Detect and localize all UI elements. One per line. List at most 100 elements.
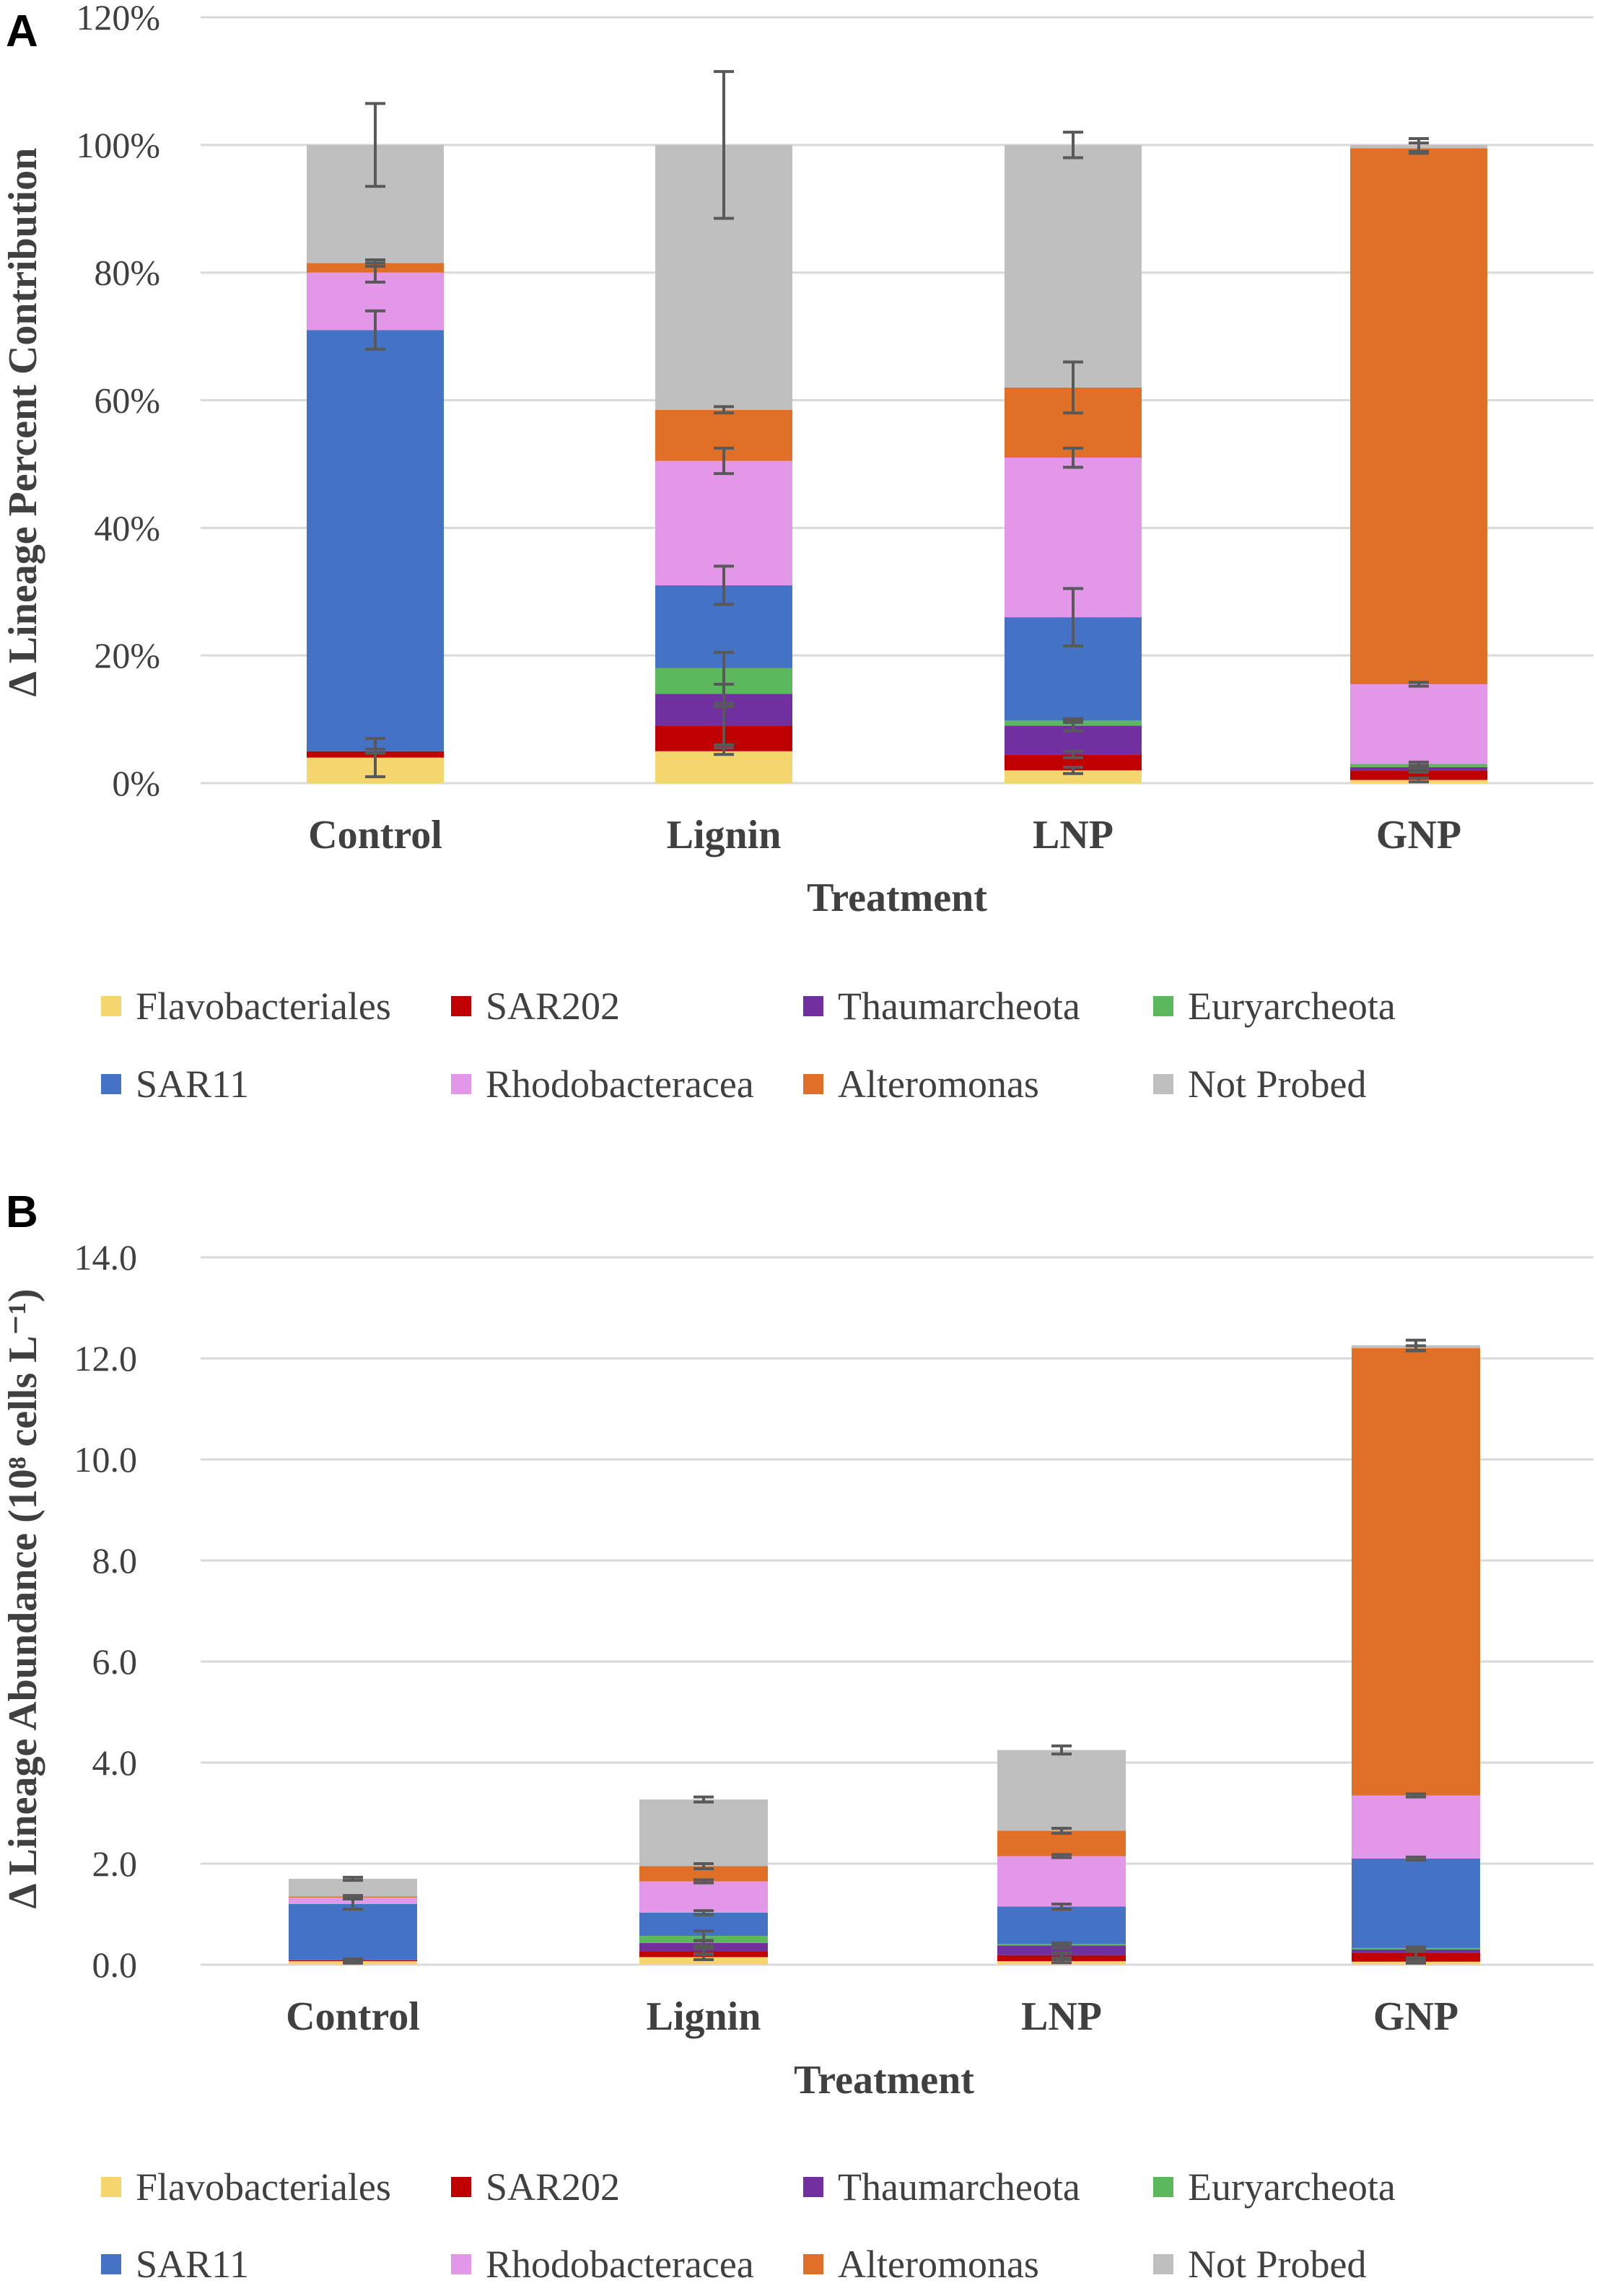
panel-a-bar-gnp-sar202 bbox=[1350, 770, 1487, 780]
panel-b-bar-gnp-rhodobacteracea bbox=[1352, 1795, 1480, 1859]
panel-a-error-bar-control-sar202 bbox=[365, 748, 385, 755]
panel-a-error-bar-lnp-flavobacteriales bbox=[1063, 765, 1083, 775]
panel-a-letter: A bbox=[6, 6, 38, 56]
panel-a-y-tick-label: 80% bbox=[94, 253, 160, 293]
panel-b-error-bar-lignin-not-probed bbox=[694, 1795, 714, 1804]
panel-b-legend-swatch-not-probed bbox=[1153, 2254, 1173, 2274]
panel-b-category-labels: Control Lignin LNP GNP bbox=[286, 1994, 1458, 2039]
panel-b-y-tick-label: 6.0 bbox=[92, 1641, 138, 1682]
panel-b-legend-swatch-sar202 bbox=[451, 2177, 471, 2197]
panel-b-error-bar-lnp-alteromonas bbox=[1051, 1827, 1072, 1835]
panel-a-x-axis-title: Treatment bbox=[807, 876, 987, 920]
panel-b-bar-lnp-not-probed bbox=[997, 1750, 1126, 1831]
panel-b-y-tick-label: 14.0 bbox=[74, 1237, 138, 1278]
panel-b-bar-lnp-sar11 bbox=[997, 1906, 1126, 1944]
panel-b-error-bar-gnp-sar11 bbox=[1406, 1855, 1426, 1862]
panel-b-bar-gnp-alteromonas bbox=[1352, 1348, 1480, 1796]
panel-a-legend-swatch-alteromonas bbox=[803, 1074, 823, 1094]
panel-b-legend-label: Euryarcheota bbox=[1188, 2165, 1396, 2209]
panel-b-error-bar-lnp-not-probed bbox=[1051, 1744, 1072, 1756]
panel-a-error-bar-control-sar11 bbox=[365, 309, 385, 351]
panel-a-error-bar-control-alteromonas bbox=[365, 258, 385, 268]
panel-b-legend-item: Alteromonas bbox=[803, 2243, 1039, 2286]
panel-b-error-bar-gnp-rhodobacteracea bbox=[1406, 1792, 1426, 1799]
panel-b-y-tick-label: 0.0 bbox=[92, 1944, 138, 1985]
panel-b-legend-swatch-flavobacteriales bbox=[101, 2177, 121, 2197]
panel-a-legend-swatch-sar202 bbox=[451, 996, 471, 1016]
panel-b-bar-lignin-rhodobacteracea bbox=[639, 1881, 768, 1913]
panel-b-bar-control-sar11 bbox=[289, 1904, 417, 1960]
panel-a-legend-item: Thaumarcheota bbox=[803, 985, 1080, 1028]
panel-b-error-bar-lignin-rhodobacteracea bbox=[694, 1878, 714, 1885]
panel-b-legend-swatch-sar11 bbox=[101, 2254, 121, 2274]
panel-b-legend-item: Rhodobacteracea bbox=[451, 2243, 754, 2286]
panel-b-y-axis-title: Δ Lineage Abundance (10⁸ cells L⁻¹) bbox=[1, 1289, 45, 1909]
panel-b-category-label: GNP bbox=[1373, 1994, 1458, 2039]
panel-b-legend-item: SAR202 bbox=[451, 2165, 620, 2209]
panel-a-legend-item: SAR202 bbox=[451, 985, 620, 1028]
panel-b-bar-gnp-sar11 bbox=[1352, 1859, 1480, 1948]
panel-a-legend-item: Flavobacteriales bbox=[101, 985, 391, 1028]
panel-a-category-label: GNP bbox=[1376, 813, 1461, 857]
panel-a-error-bar-lignin-sar202 bbox=[714, 704, 734, 746]
panel-b-legend-label: Thaumarcheota bbox=[838, 2165, 1080, 2209]
panel-b-legend-label: Alteromonas bbox=[838, 2243, 1039, 2286]
panel-b-y-tick-label: 4.0 bbox=[92, 1742, 138, 1783]
panel-b-error-bar-control-not-probed bbox=[343, 1875, 363, 1882]
panel-b-error-bar-lnp-rhodobacteracea bbox=[1051, 1853, 1072, 1859]
panel-b: B 0.0 2.0 4.0 6.0 8.0 10.0 12.0 14.0 Control Lig… bbox=[1, 1187, 1593, 2286]
panel-a-y-tick-label: 40% bbox=[94, 507, 160, 548]
panel-a-error-bar-lignin-euryarcheota bbox=[714, 650, 734, 686]
panel-b-error-bar-gnp-not-probed bbox=[1406, 1338, 1426, 1352]
panel-b-legend: Flavobacteriales SAR202 Thaumarcheota Eurya… bbox=[101, 2165, 1396, 2286]
panel-b-legend-item: Flavobacteriales bbox=[101, 2165, 391, 2209]
panel-a-error-bar-lignin-alteromonas bbox=[714, 405, 734, 415]
panel-b-error-bar-lnp-sar202 bbox=[1051, 1951, 1072, 1960]
panel-a-legend-swatch-flavobacteriales bbox=[101, 996, 121, 1016]
panel-a-bar-lignin-rhodobacteracea bbox=[655, 460, 792, 585]
panel-b-category-label: LNP bbox=[1021, 1994, 1102, 2039]
panel-b-error-bar-lignin-sar202 bbox=[694, 1947, 714, 1955]
panel-b-legend-swatch-rhodobacteracea bbox=[451, 2254, 471, 2274]
panel-b-bar-lnp-thaumarcheota bbox=[997, 1945, 1126, 1955]
panel-a-error-bar-lignin-flavobacteriales bbox=[714, 746, 734, 756]
panel-a-legend-label: Alteromonas bbox=[838, 1062, 1039, 1106]
panel-a-bar-lnp-not-probed bbox=[1005, 144, 1142, 388]
panel-a-legend-swatch-not-probed bbox=[1153, 1074, 1173, 1094]
panel-a-y-tick-label: 120% bbox=[76, 0, 160, 38]
panel-a: A 0% 20% 40% 60% 80% 100% 120% Control Lignin LN… bbox=[1, 0, 1593, 1106]
panel-a-error-bar-lignin-rhodobacteracea bbox=[714, 446, 734, 476]
panel-a-bar-lnp-sar202 bbox=[1005, 754, 1142, 771]
panel-b-error-bars bbox=[343, 1338, 1426, 1965]
panel-a-error-bars bbox=[365, 70, 1429, 784]
panel-b-legend-item: Thaumarcheota bbox=[803, 2165, 1080, 2209]
panel-a-y-tick-labels: 0% 20% 40% 60% 80% 100% 120% bbox=[76, 0, 160, 803]
panel-a-legend-label: Thaumarcheota bbox=[838, 985, 1080, 1028]
panel-a-legend: Flavobacteriales SAR202 Thaumarcheota Eurya… bbox=[101, 985, 1396, 1106]
panel-b-error-bar-lnp-sar11 bbox=[1051, 1903, 1072, 1911]
panel-a-legend-swatch-thaumarcheota bbox=[803, 996, 823, 1016]
panel-a-error-bar-lnp-euryarcheota bbox=[1063, 717, 1083, 725]
panel-a-legend-label: Euryarcheota bbox=[1188, 985, 1396, 1028]
panel-b-legend-item: Not Probed bbox=[1153, 2243, 1366, 2286]
panel-b-y-tick-label: 12.0 bbox=[74, 1338, 138, 1379]
panel-b-y-tick-labels: 0.0 2.0 4.0 6.0 8.0 10.0 12.0 14.0 bbox=[74, 1237, 138, 1985]
panel-a-category-label: LNP bbox=[1033, 813, 1113, 857]
panel-a-bars bbox=[307, 144, 1487, 783]
panel-b-letter: B bbox=[6, 1187, 38, 1237]
panel-a-y-tick-label: 100% bbox=[76, 125, 160, 165]
panel-b-error-bar-gnp-flavobacteriales bbox=[1406, 1958, 1426, 1965]
panel-a-error-bar-control-flavobacteriales bbox=[365, 737, 385, 779]
panel-a-bar-lignin-flavobacteriales bbox=[655, 751, 792, 783]
panel-b-legend-item: Euryarcheota bbox=[1153, 2165, 1396, 2209]
panel-b-error-bar-lignin-euryarcheota bbox=[694, 1929, 714, 1943]
panel-b-bars bbox=[289, 1345, 1480, 1965]
panel-a-error-bar-gnp-not-probed bbox=[1409, 136, 1429, 153]
panel-b-legend-label: Not Probed bbox=[1188, 2243, 1366, 2286]
panel-a-legend-swatch-euryarcheota bbox=[1153, 996, 1173, 1016]
panel-a-legend-item: Euryarcheota bbox=[1153, 985, 1396, 1028]
panel-a-legend-label: Not Probed bbox=[1188, 1062, 1366, 1106]
panel-a-error-bar-gnp-rhodobacteracea bbox=[1409, 681, 1429, 688]
panel-b-bar-lignin-thaumarcheota bbox=[639, 1942, 768, 1952]
